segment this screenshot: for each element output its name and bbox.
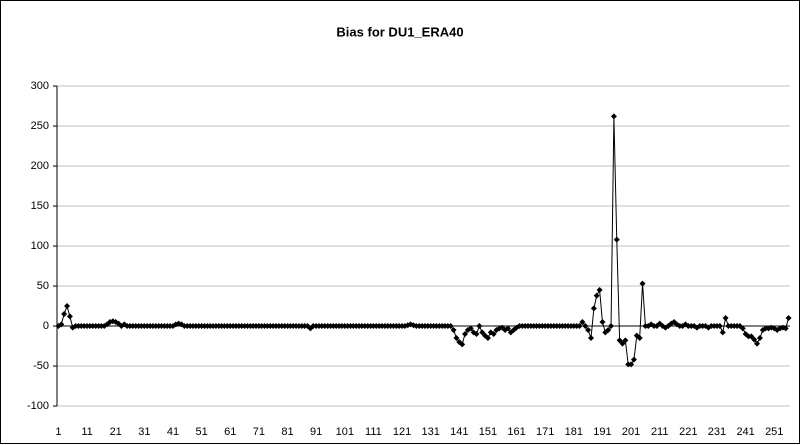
data-point bbox=[459, 341, 466, 348]
data-point bbox=[473, 331, 480, 337]
data-point bbox=[739, 325, 746, 332]
y-tick-label: 0 bbox=[43, 320, 49, 332]
x-tick-label: 211 bbox=[651, 426, 669, 438]
y-tick-label: 50 bbox=[37, 280, 49, 292]
y-tick-label: 200 bbox=[31, 160, 49, 172]
data-point bbox=[585, 327, 592, 333]
data-point bbox=[453, 335, 460, 341]
data-point bbox=[748, 333, 755, 340]
x-tick-label: 91 bbox=[310, 426, 322, 438]
data-point bbox=[622, 337, 629, 344]
data-point bbox=[751, 336, 758, 343]
data-point bbox=[613, 236, 620, 243]
y-tick-label: 300 bbox=[31, 80, 49, 92]
data-point bbox=[596, 287, 603, 293]
data-point bbox=[64, 303, 71, 309]
x-tick-label: 191 bbox=[593, 426, 611, 438]
data-point bbox=[593, 292, 600, 299]
x-tick-label: 41 bbox=[167, 426, 179, 438]
x-tick-label: 171 bbox=[536, 426, 554, 438]
x-tick-label: 161 bbox=[507, 426, 525, 438]
x-tick-label: 51 bbox=[195, 426, 207, 438]
data-point bbox=[722, 315, 729, 321]
data-point bbox=[484, 335, 491, 341]
data-point bbox=[58, 321, 65, 328]
x-tick-label: 61 bbox=[224, 426, 236, 438]
y-tick-label: 100 bbox=[31, 240, 49, 252]
data-point bbox=[619, 340, 626, 347]
data-point bbox=[582, 323, 589, 329]
x-tick-label: 201 bbox=[622, 426, 640, 438]
x-tick-label: 21 bbox=[110, 426, 122, 438]
data-point bbox=[462, 331, 469, 337]
data-point bbox=[447, 323, 454, 329]
x-tick-label: 1 bbox=[55, 426, 61, 438]
data-point bbox=[579, 319, 586, 325]
x-tick-label: 101 bbox=[336, 426, 354, 438]
y-tick-label: 250 bbox=[31, 120, 49, 132]
data-point bbox=[450, 327, 457, 333]
y-tick-label: -100 bbox=[27, 400, 49, 412]
x-tick-label: 141 bbox=[450, 426, 468, 438]
data-point bbox=[608, 323, 615, 329]
data-point bbox=[504, 325, 511, 332]
data-point bbox=[476, 323, 483, 329]
x-tick-label: 131 bbox=[421, 426, 439, 438]
data-point bbox=[639, 280, 646, 287]
x-tick-label: 251 bbox=[765, 426, 783, 438]
x-tick-label: 241 bbox=[736, 426, 754, 438]
data-point bbox=[66, 313, 73, 320]
data-point bbox=[630, 356, 637, 363]
data-point bbox=[599, 319, 606, 325]
data-point bbox=[590, 305, 597, 312]
data-point bbox=[605, 327, 612, 333]
data-point bbox=[479, 329, 486, 336]
data-point bbox=[61, 311, 68, 317]
x-tick-label: 111 bbox=[365, 426, 382, 438]
x-tick-label: 11 bbox=[81, 426, 92, 438]
x-tick-label: 151 bbox=[479, 426, 497, 438]
x-tick-label: 181 bbox=[565, 426, 583, 438]
data-point bbox=[785, 315, 792, 321]
data-point bbox=[756, 335, 763, 341]
data-point bbox=[719, 329, 726, 336]
data-point bbox=[610, 113, 617, 120]
y-tick-label: 150 bbox=[31, 200, 49, 212]
x-tick-label: 221 bbox=[679, 426, 697, 438]
data-point bbox=[754, 340, 761, 347]
chart-title: Bias for DU1_ERA40 bbox=[336, 24, 463, 39]
x-tick-label: 71 bbox=[253, 426, 265, 438]
data-point bbox=[467, 325, 474, 332]
x-tick-label: 81 bbox=[281, 426, 293, 438]
data-point bbox=[636, 335, 643, 341]
data-point bbox=[716, 323, 723, 329]
x-tick-label: 31 bbox=[138, 426, 150, 438]
data-point bbox=[576, 323, 583, 329]
data-point bbox=[782, 325, 789, 332]
data-point bbox=[628, 361, 635, 368]
x-tick-label: 121 bbox=[393, 426, 411, 438]
data-point bbox=[490, 331, 497, 337]
y-tick-label: -50 bbox=[33, 360, 49, 372]
data-point bbox=[588, 335, 595, 341]
data-point bbox=[616, 337, 623, 344]
x-tick-label: 231 bbox=[708, 426, 726, 438]
